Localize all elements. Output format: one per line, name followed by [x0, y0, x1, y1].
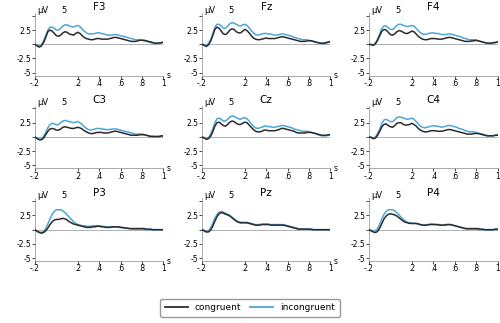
Text: μV: μV [37, 191, 48, 200]
Text: 5: 5 [396, 98, 401, 107]
Title: C3: C3 [92, 95, 106, 105]
Text: μV: μV [371, 191, 382, 200]
Text: 5: 5 [229, 5, 234, 15]
Text: μV: μV [204, 191, 216, 200]
Text: μV: μV [204, 5, 216, 15]
Text: s: s [334, 164, 338, 173]
Text: 5: 5 [396, 5, 401, 15]
Text: 5: 5 [62, 5, 67, 15]
Title: P4: P4 [427, 188, 440, 198]
Text: s: s [166, 164, 170, 173]
Text: 5: 5 [229, 98, 234, 107]
Text: 5: 5 [62, 191, 67, 200]
Legend: congruent, incongruent: congruent, incongruent [160, 299, 340, 317]
Text: μV: μV [204, 98, 216, 107]
Text: s: s [166, 256, 170, 266]
Text: s: s [166, 71, 170, 80]
Text: 5: 5 [62, 98, 67, 107]
Text: s: s [334, 256, 338, 266]
Text: s: s [334, 71, 338, 80]
Title: C4: C4 [426, 95, 440, 105]
Text: μV: μV [371, 98, 382, 107]
Title: Fz: Fz [260, 2, 272, 12]
Title: P3: P3 [93, 188, 106, 198]
Text: 5: 5 [396, 191, 401, 200]
Text: μV: μV [371, 5, 382, 15]
Text: μV: μV [37, 5, 48, 15]
Text: 5: 5 [229, 191, 234, 200]
Title: Pz: Pz [260, 188, 272, 198]
Title: Cz: Cz [260, 95, 272, 105]
Title: F3: F3 [93, 2, 106, 12]
Text: μV: μV [37, 98, 48, 107]
Title: F4: F4 [427, 2, 440, 12]
